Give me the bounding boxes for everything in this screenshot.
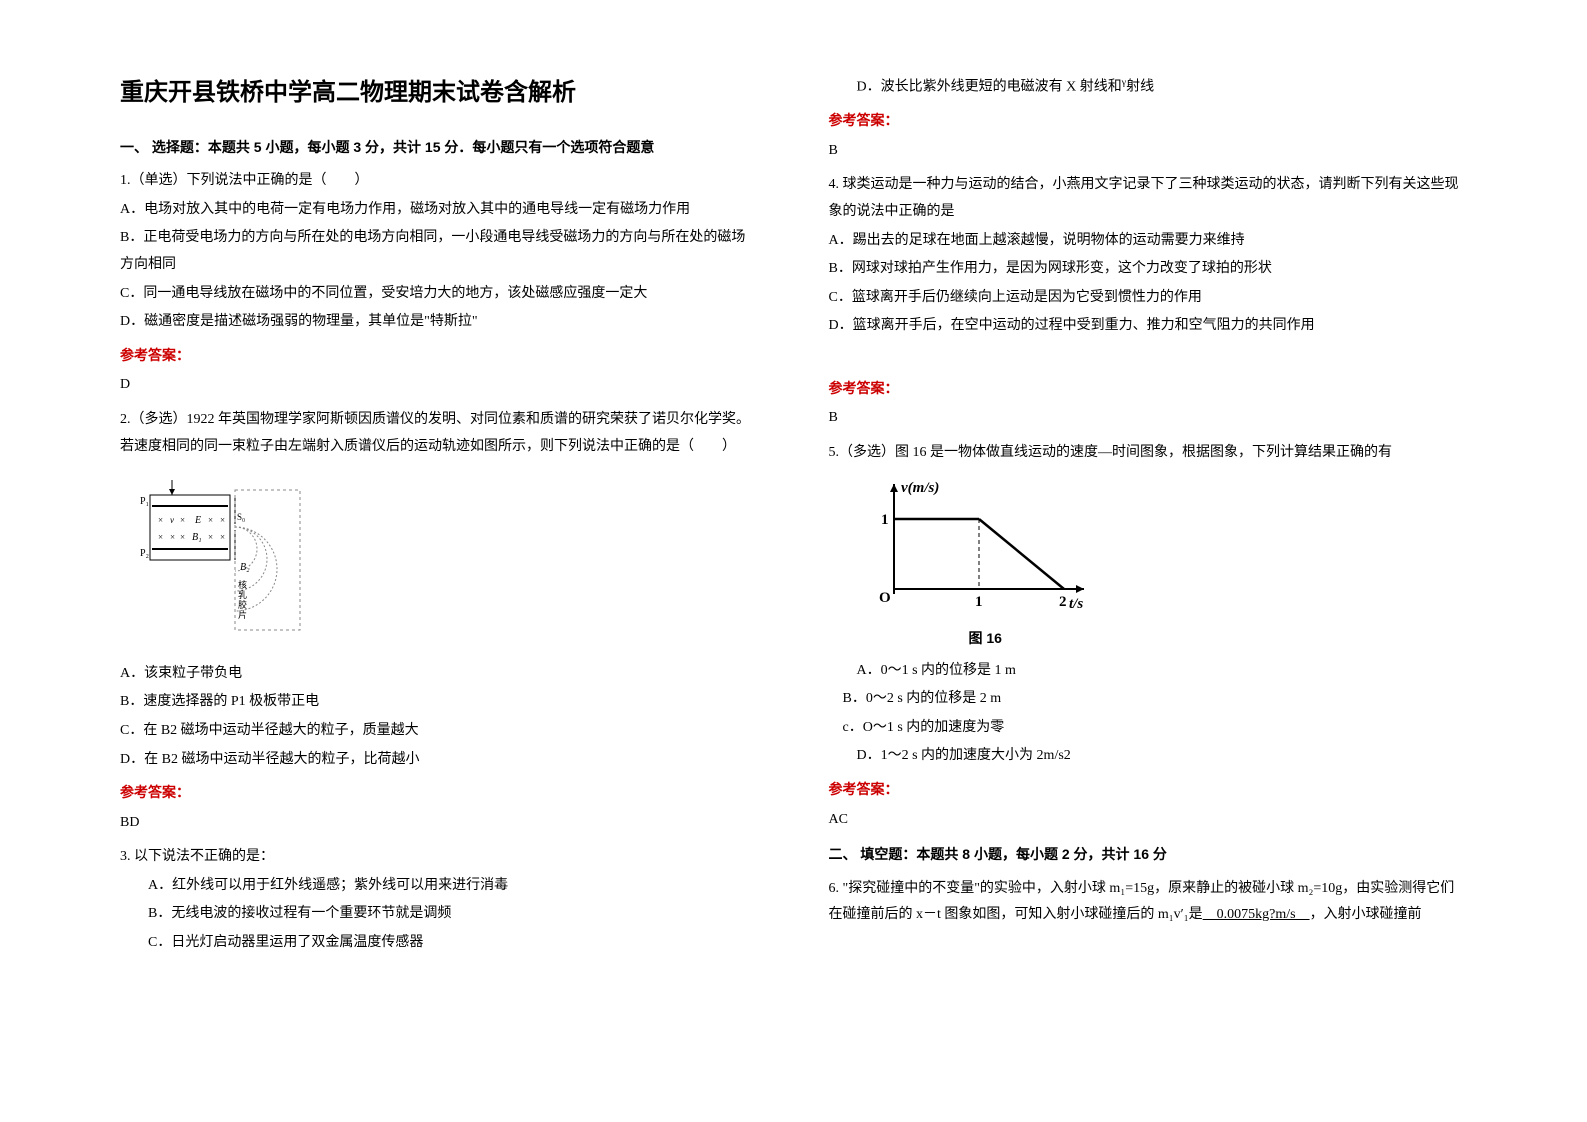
q3-option-c: C．日光灯启动器里运用了双金属温度传感器 bbox=[120, 930, 759, 957]
question-1: 1.（单选）下列说法中正确的是（ ） A．电场对放入其中的电荷一定有电场力作用，… bbox=[120, 168, 759, 399]
q3-d-suffix: 射线 bbox=[1126, 80, 1154, 95]
svg-text:P₁: P₁ bbox=[140, 496, 149, 507]
q5-option-d: D．1～2 s 内的加速度大小为 2m/s2 bbox=[829, 743, 1468, 770]
q5-answer-label: 参考答案： bbox=[829, 776, 1468, 803]
svg-text:×: × bbox=[220, 515, 225, 525]
q4-option-a: A．踢出去的足球在地面上越滚越慢，说明物体的运动需要力来维持 bbox=[829, 228, 1468, 255]
svg-text:t/s: t/s bbox=[1069, 596, 1083, 612]
q4-option-d: D．篮球离开手后，在空中运动的过程中受到重力、推力和空气阻力的共同作用 bbox=[829, 313, 1468, 340]
svg-text:×: × bbox=[158, 532, 163, 542]
q3-d-pre: D．波长比紫外线更短的电磁波有 X 射线和 bbox=[857, 80, 1122, 95]
q4-answer: B bbox=[829, 405, 1468, 432]
left-column: 重庆开县铁桥中学高二物理期末试卷含解析 一、 选择题：本题共 5 小题，每小题 … bbox=[100, 70, 794, 1082]
q5-answer: AC bbox=[829, 807, 1468, 834]
section1-header: 一、 选择题：本题共 5 小题，每小题 3 分，共计 15 分．每小题只有一个选… bbox=[120, 134, 759, 161]
svg-text:E: E bbox=[194, 515, 201, 526]
q5-option-a: A．0～1 s 内的位移是 1 m bbox=[829, 658, 1468, 685]
right-column: D．波长比紫外线更短的电磁波有 X 射线和γ射线 参考答案： B 4. 球类运动… bbox=[794, 70, 1488, 1082]
svg-text:×: × bbox=[158, 515, 163, 525]
q3-option-d: D．波长比紫外线更短的电磁波有 X 射线和γ射线 bbox=[829, 74, 1468, 101]
svg-text:2: 2 bbox=[1059, 594, 1067, 610]
mass-spectrometer-figure: × v × E × × × × × B₁ × × S₀ bbox=[140, 470, 759, 651]
svg-text:×: × bbox=[208, 532, 213, 542]
question-3-cont: D．波长比紫外线更短的电磁波有 X 射线和γ射线 参考答案： B bbox=[829, 74, 1468, 164]
q3-stem: 3. 以下说法不正确的是： bbox=[120, 844, 759, 871]
svg-text:核: 核 bbox=[238, 579, 247, 590]
svg-text:O: O bbox=[879, 590, 891, 606]
svg-text:1: 1 bbox=[975, 594, 983, 610]
svg-text:乳: 乳 bbox=[238, 589, 247, 600]
svg-text:×: × bbox=[170, 532, 175, 542]
svg-text:v(m/s): v(m/s) bbox=[901, 480, 939, 496]
svg-text:×: × bbox=[180, 532, 185, 542]
q1-option-a: A．电场对放入其中的电荷一定有电场力作用，磁场对放入其中的通电导线一定有磁场力作… bbox=[120, 197, 759, 224]
svg-text:×: × bbox=[208, 515, 213, 525]
q2-option-a: A．该束粒子带负电 bbox=[120, 661, 759, 688]
svg-text:×: × bbox=[220, 532, 225, 542]
q3-answer: B bbox=[829, 138, 1468, 165]
question-5: 5.（多选）图 16 是一物体做直线运动的速度—时间图象，根据图象，下列计算结果… bbox=[829, 440, 1468, 833]
q2-option-b: B．速度选择器的 P1 极板带正电 bbox=[120, 689, 759, 716]
svg-text:×: × bbox=[180, 515, 185, 525]
svg-text:片: 片 bbox=[238, 609, 247, 620]
q3-answer-label: 参考答案： bbox=[829, 107, 1468, 134]
q5-stem: 5.（多选）图 16 是一物体做直线运动的速度—时间图象，根据图象，下列计算结果… bbox=[829, 440, 1468, 467]
q1-option-c: C．同一通电导线放在磁场中的不同位置，受安培力大的地方，该处磁感应强度一定大 bbox=[120, 281, 759, 308]
q6-blank1: 0.0075kg?m/s bbox=[1203, 907, 1310, 922]
vt-svg: 1 1 2 O v(m/s) t/s bbox=[859, 474, 1099, 614]
page-title: 重庆开县铁桥中学高二物理期末试卷含解析 bbox=[120, 70, 759, 116]
q4-stem: 4. 球类运动是一种力与运动的结合，小燕用文字记录下了三种球类运动的状态，请判断… bbox=[829, 172, 1468, 225]
svg-text:B₁: B₁ bbox=[192, 532, 202, 543]
section2-header: 二、 填空题：本题共 8 小题，每小题 2 分，共计 16 分 bbox=[829, 841, 1468, 868]
q1-stem: 1.（单选）下列说法中正确的是（ ） bbox=[120, 168, 759, 195]
mass-spec-svg: × v × E × × × × × B₁ × × S₀ bbox=[140, 470, 310, 640]
vt-caption: 图 16 bbox=[969, 625, 1468, 652]
question-4: 4. 球类运动是一种力与运动的结合，小燕用文字记录下了三种球类运动的状态，请判断… bbox=[829, 172, 1468, 431]
q2-option-c: C．在 B2 磁场中运动半径越大的粒子，质量越大 bbox=[120, 718, 759, 745]
q1-answer-label: 参考答案： bbox=[120, 342, 759, 369]
q5-option-c: c．O～1 s 内的加速度为零 bbox=[829, 715, 1468, 742]
svg-text:1: 1 bbox=[881, 512, 889, 528]
svg-text:P₂: P₂ bbox=[140, 548, 149, 559]
q3-option-b: B．无线电波的接收过程有一个重要环节就是调频 bbox=[120, 901, 759, 928]
velocity-time-figure: 1 1 2 O v(m/s) t/s 图 16 bbox=[859, 474, 1468, 651]
q2-stem: 2.（多选）1922 年英国物理学家阿斯顿因质谱仪的发明、对同位素和质谱的研究荣… bbox=[120, 407, 759, 460]
q2-option-d: D．在 B2 磁场中运动半径越大的粒子，比荷越小 bbox=[120, 747, 759, 774]
question-6: 6. "探究碰撞中的不变量"的实验中，入射小球 m₁=15g，原来静止的被碰小球… bbox=[829, 876, 1468, 929]
q1-answer: D bbox=[120, 372, 759, 399]
q1-option-b: B．正电荷受电场力的方向与所在处的电场方向相同，一小段通电导线受磁场力的方向与所… bbox=[120, 225, 759, 278]
q3-option-a: A．红外线可以用于红外线遥感；紫外线可以用来进行消毒 bbox=[120, 873, 759, 900]
q2-answer-label: 参考答案： bbox=[120, 779, 759, 806]
q4-option-c: C．篮球离开手后仍继续向上运动是因为它受到惯性力的作用 bbox=[829, 285, 1468, 312]
svg-text:v: v bbox=[170, 515, 174, 525]
q5-option-b: B．0～2 s 内的位移是 2 m bbox=[829, 686, 1468, 713]
q2-answer: BD bbox=[120, 810, 759, 837]
q6-stem-post: ，入射小球碰撞前 bbox=[1310, 907, 1422, 922]
svg-text:胶: 胶 bbox=[238, 599, 247, 610]
question-3: 3. 以下说法不正确的是： A．红外线可以用于红外线遥感；紫外线可以用来进行消毒… bbox=[120, 844, 759, 956]
q1-option-d: D．磁通密度是描述磁场强弱的物理量，其单位是"特斯拉" bbox=[120, 309, 759, 336]
q4-answer-label: 参考答案： bbox=[829, 375, 1468, 402]
q4-option-b: B．网球对球拍产生作用力，是因为网球形变，这个力改变了球拍的形状 bbox=[829, 256, 1468, 283]
question-2: 2.（多选）1922 年英国物理学家阿斯顿因质谱仪的发明、对同位素和质谱的研究荣… bbox=[120, 407, 759, 836]
svg-text:S₀: S₀ bbox=[237, 512, 245, 522]
svg-text:B₂: B₂ bbox=[240, 562, 250, 573]
